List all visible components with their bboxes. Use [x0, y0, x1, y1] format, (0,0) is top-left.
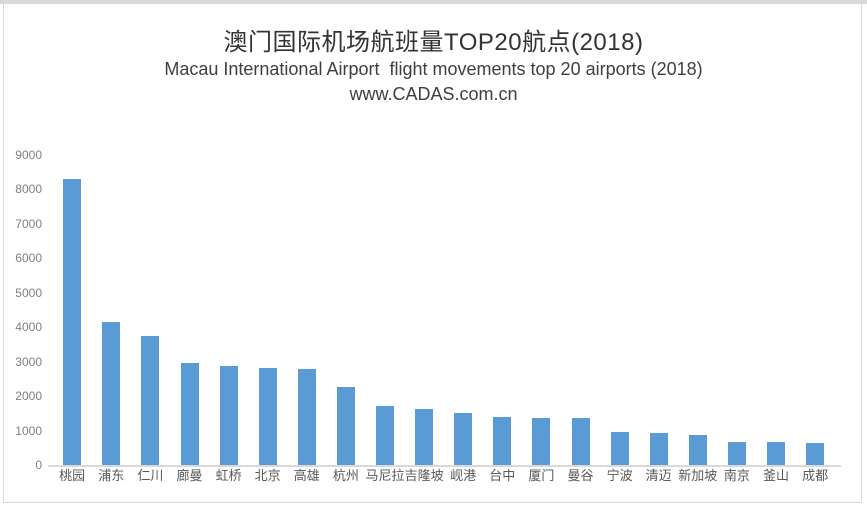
x-axis-labels: 桃园 浦东 仁川 廊曼 虹桥 北京 高雄 杭州 马尼拉 吉隆坡 岘港 台中 厦门 曼谷 宁波 清迈 新加坡 南京釜…	[48, 468, 841, 487]
y-axis-tick: 2000	[15, 389, 42, 404]
x-axis-label: 新加坡	[678, 468, 718, 483]
x-axis-label: 成都	[802, 468, 829, 483]
y-axis-tick: 4000	[15, 320, 42, 335]
bar-桃园	[63, 179, 82, 465]
x-axis-label: 杭州	[332, 468, 359, 483]
window-frame-top-edge	[0, 0, 867, 4]
x-axis-label: 高雄	[293, 468, 320, 483]
x-axis-label: 厦门	[528, 468, 555, 483]
x-axis-label: 廊曼	[176, 468, 203, 483]
bar-成都	[806, 443, 825, 465]
x-axis-label: 马尼拉	[365, 468, 405, 483]
bar-仁川	[141, 336, 160, 465]
y-axis-tick: 1000	[15, 423, 42, 438]
bar-宁波	[610, 432, 629, 465]
chart-title: 澳门国际机场航班量TOP20航点(2018)	[223, 29, 644, 56]
y-axis-tick: 9000	[15, 148, 42, 162]
x-axis-label: 吉隆坡	[404, 468, 444, 483]
chart-subtitle: Macau International Airport flight movem…	[164, 59, 703, 79]
x-axis-line	[48, 465, 841, 467]
plot-area	[48, 155, 841, 467]
bar-南京	[727, 442, 746, 465]
y-axis-tick: 0	[35, 458, 42, 472]
bar-釜山	[767, 442, 785, 465]
bar-台中	[493, 417, 512, 465]
bar-浦东	[102, 322, 121, 465]
x-axis-label: 仁川	[137, 468, 164, 483]
bar-马尼拉	[376, 406, 394, 465]
x-axis-label: 清迈	[645, 468, 672, 483]
x-axis-label: 釜山	[762, 468, 790, 483]
x-axis-label: 岘港	[450, 468, 477, 483]
x-axis-label: 虹桥	[215, 468, 242, 483]
y-axis-tick: 7000	[15, 216, 42, 231]
y-axis-tick: 3000	[15, 354, 42, 369]
bar-新加坡	[688, 435, 707, 465]
x-axis-label: 北京	[254, 468, 281, 483]
chart-watermark: www.CADAS.com.cn	[349, 84, 518, 104]
bar-吉隆坡	[415, 409, 434, 465]
bar-高雄	[297, 369, 316, 465]
bar-岘港	[454, 413, 473, 465]
bar-曼谷	[571, 418, 590, 465]
bar-杭州	[336, 387, 355, 465]
x-axis-label: 曼谷	[567, 468, 594, 483]
x-axis-label: 浦东	[98, 468, 125, 483]
bar-廊曼	[180, 363, 199, 465]
bar-厦门	[532, 418, 551, 465]
y-axis-tick: 5000	[15, 285, 42, 300]
bar-清迈	[649, 433, 668, 465]
x-axis-label: 桃园	[59, 468, 86, 483]
x-axis-label: 南京	[723, 468, 750, 483]
y-axis: 0 1000 2000 3000 4000 5000 6000 7000 8000 9000	[0, 149, 42, 471]
bar-北京	[258, 368, 277, 465]
x-axis-label: 宁波	[606, 468, 633, 483]
y-axis-tick: 8000	[15, 182, 42, 197]
x-axis-label: 台中	[489, 468, 516, 483]
y-axis-tick: 6000	[15, 251, 42, 266]
bar-虹桥	[219, 366, 238, 465]
